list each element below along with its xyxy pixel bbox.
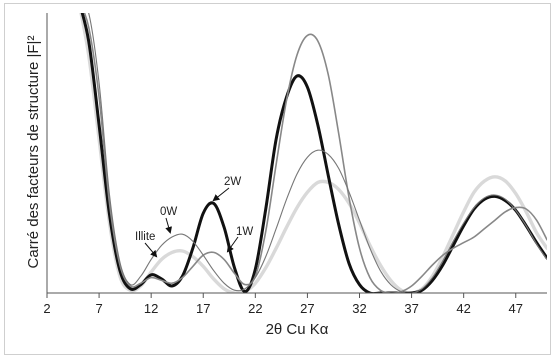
x-tick-label: 27 [300, 301, 314, 316]
series-layer [79, 13, 547, 293]
x-tick-label: 7 [95, 301, 102, 316]
annotation-label-illite: Illite [135, 231, 155, 243]
x-axis-title: 2θ Cu Kα [266, 321, 329, 338]
annotation-label-2w: 2W [224, 176, 241, 188]
x-tick-label: 47 [509, 301, 523, 316]
x-tick-label: 2 [43, 301, 50, 316]
series-line-2 [83, 13, 547, 293]
annotation-label-1w: 1W [236, 226, 253, 238]
annotation-arrow-0w [165, 217, 172, 234]
x-tick-label: 17 [196, 301, 210, 316]
x-tick-label: 32 [352, 301, 366, 316]
annotation-label-0w: 0W [160, 206, 177, 218]
x-tick-label: 12 [144, 301, 158, 316]
annotation-layer: 2W 1W 0W Illite [135, 176, 253, 258]
annotation-arrow-1w [226, 236, 239, 253]
x-tick-label: 22 [248, 301, 262, 316]
series-line-3 [88, 13, 547, 293]
annotation-arrow-2w [212, 187, 230, 202]
x-tick-label: 42 [456, 301, 470, 316]
series-line-0 [79, 13, 547, 293]
tick-layer: 2 7 12 17 22 27 32 37 42 47 [43, 293, 523, 316]
series-line-1 [80, 13, 547, 293]
annotation-arrow-illite [144, 242, 158, 258]
x-tick-label: 37 [404, 301, 418, 316]
y-axis-title: Carré des facteurs de structure |F|² [25, 36, 42, 269]
